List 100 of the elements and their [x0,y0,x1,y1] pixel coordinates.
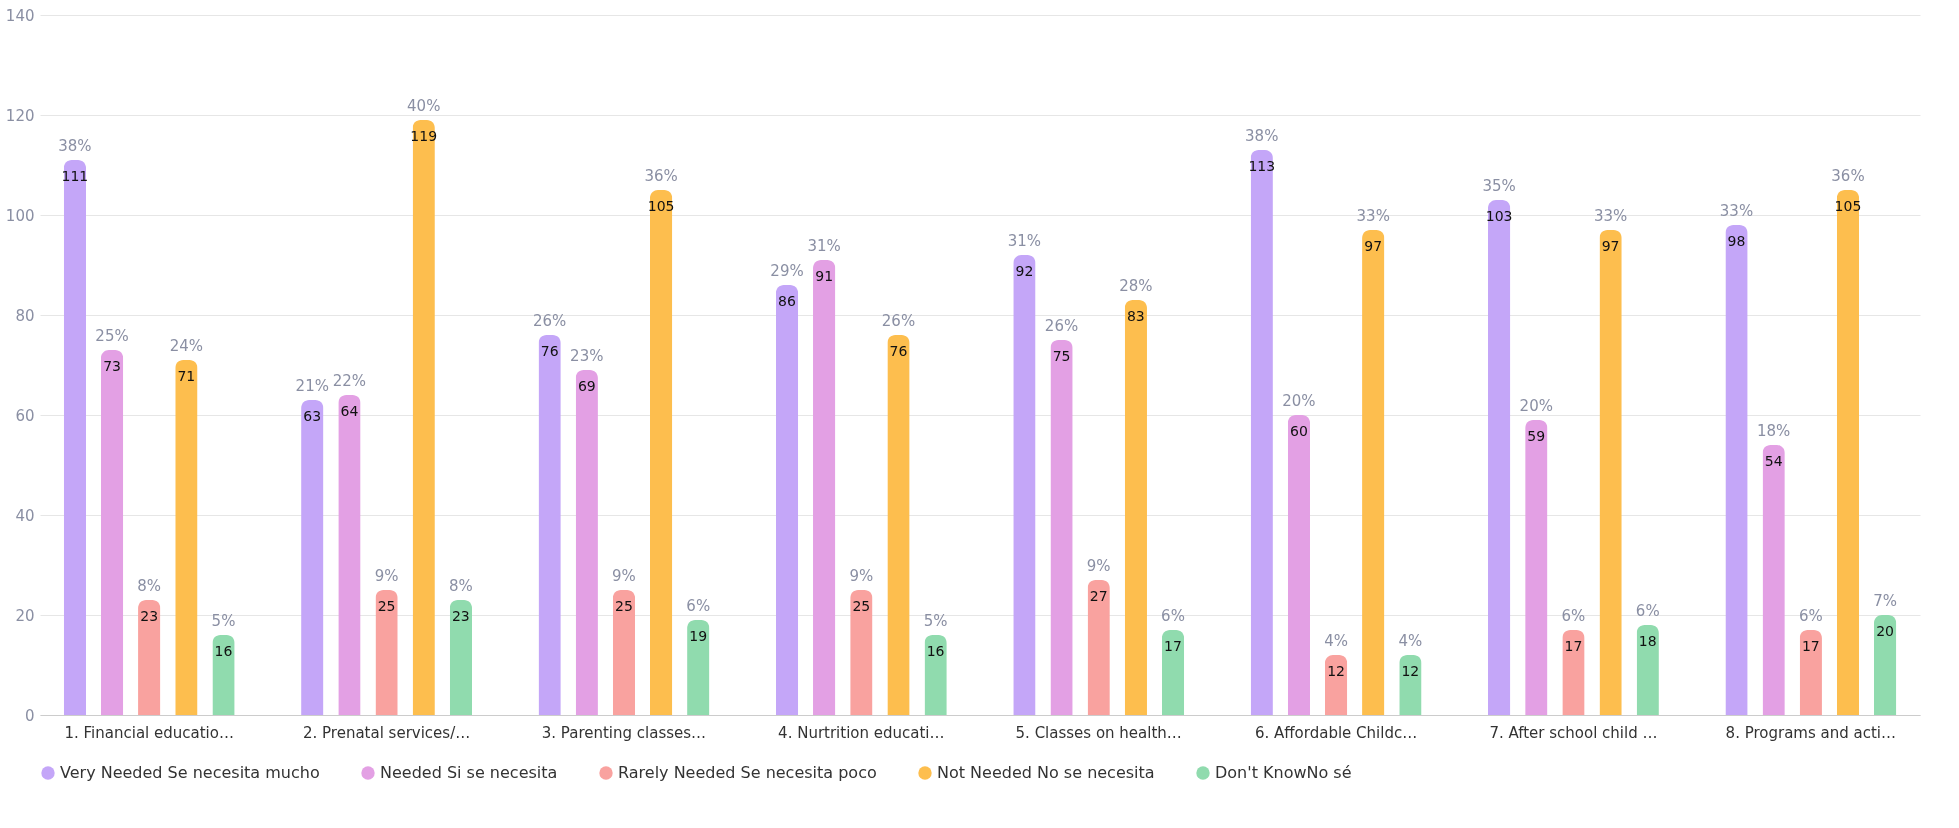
data-label: 97 [1364,238,1383,254]
annotation: 9% [849,567,874,585]
annotation: 7% [1873,592,1898,610]
annotation: 8% [137,577,162,595]
data-label: 76 [889,343,908,359]
bar [1250,150,1273,715]
annotation: 5% [923,612,948,630]
annotation: 6% [1798,607,1823,625]
data-label: 64 [340,403,359,419]
data-label: 16 [926,643,945,659]
legend-label: Needed Si se necesita [380,763,558,782]
data-label: 17 [1801,638,1820,654]
bar [1487,200,1511,715]
bar [1362,230,1385,715]
data-label: 75 [1052,348,1071,364]
annotation: 9% [374,567,399,585]
bar [1050,340,1073,715]
y-tick-label: 60 [15,406,35,425]
bar [63,160,87,715]
bar [1836,190,1860,715]
data-label: 25 [615,598,633,614]
x-tick-label: 4. Nurtrition educati… [778,723,945,742]
x-tick-label: 1. Financial educatio… [64,723,234,742]
data-label: 25 [377,598,396,614]
x-tick-label: 8. Programs and acti… [1725,723,1897,742]
data-label: 17 [1564,638,1583,654]
y-tick-label: 40 [15,506,35,525]
data-label: 86 [778,293,796,309]
annotation: 6% [686,597,711,615]
data-label: 103 [1485,208,1513,224]
annotation: 26% [1044,317,1079,335]
bar [1087,580,1110,715]
annotation: 21% [295,377,329,395]
annotation: 4% [1398,632,1423,650]
data-label: 19 [689,628,708,644]
annotation: 31% [1007,232,1042,250]
bar [338,395,361,715]
bar [538,335,561,715]
data-label: 97 [1601,238,1620,254]
annotation: 35% [1482,177,1516,195]
x-tick-label: 6. Affordable Childc… [1254,723,1418,742]
bar [813,260,836,715]
data-label: 91 [815,268,834,284]
y-tick-label: 80 [15,306,35,325]
annotation: 20% [1282,392,1316,410]
x-tick-label: 3. Parenting classes… [541,723,707,742]
annotation: 23% [570,347,604,365]
annotation: 22% [332,372,367,390]
data-label: 27 [1089,588,1108,604]
annotation: 38% [58,137,92,155]
bar [850,590,873,715]
annotation: 6% [1561,607,1586,625]
annotation: 9% [1086,557,1111,575]
y-tick-label: 140 [5,6,35,25]
bar [1725,225,1748,715]
data-label: 69 [577,378,596,394]
legend-label: Rarely Needed Se necesita poco [618,763,877,782]
annotation: 20% [1519,397,1553,415]
data-label: 12 [1327,663,1345,679]
annotation: 36% [644,167,678,185]
annotation: 9% [612,567,636,585]
data-label: 20 [1876,623,1895,639]
data-label: 60 [1289,423,1308,439]
annotation: 33% [1593,207,1628,225]
bar [100,350,124,715]
legend-label: Not Needed No se necesita [937,763,1155,782]
data-label: 113 [1248,158,1276,174]
annotation: 4% [1324,632,1348,650]
y-tick-label: 20 [15,606,35,625]
y-tick-label: 100 [5,206,35,225]
data-label: 54 [1764,453,1783,469]
data-label: 71 [177,368,196,384]
data-label: 16 [214,643,233,659]
data-label: 17 [1164,638,1182,654]
bar [1599,230,1622,715]
data-label: 59 [1527,428,1546,444]
bar [1124,300,1147,715]
annotation: 6% [1161,607,1185,625]
bar [412,120,435,715]
x-tick-label: 2. Prenatal services/… [302,723,471,742]
bar [1324,655,1348,715]
bar [1161,630,1185,715]
data-label: 92 [1015,263,1034,279]
x-tick-label: 5. Classes on health… [1015,723,1182,742]
bar [887,335,910,715]
x-tick-label: 7. After school child … [1489,723,1658,742]
annotation: 26% [881,312,916,330]
bar [1287,415,1311,715]
data-label: 111 [61,168,89,184]
data-label: 83 [1126,308,1145,324]
annotation: 28% [1119,277,1153,295]
bar [1525,420,1548,715]
annotation: 24% [169,337,204,355]
annotation: 40% [407,97,441,115]
data-label: 12 [1401,663,1420,679]
annotation: 25% [95,327,129,345]
annotation: 8% [448,577,473,595]
data-label: 76 [540,343,559,359]
annotation: 6% [1635,602,1660,620]
bar [1013,255,1036,715]
